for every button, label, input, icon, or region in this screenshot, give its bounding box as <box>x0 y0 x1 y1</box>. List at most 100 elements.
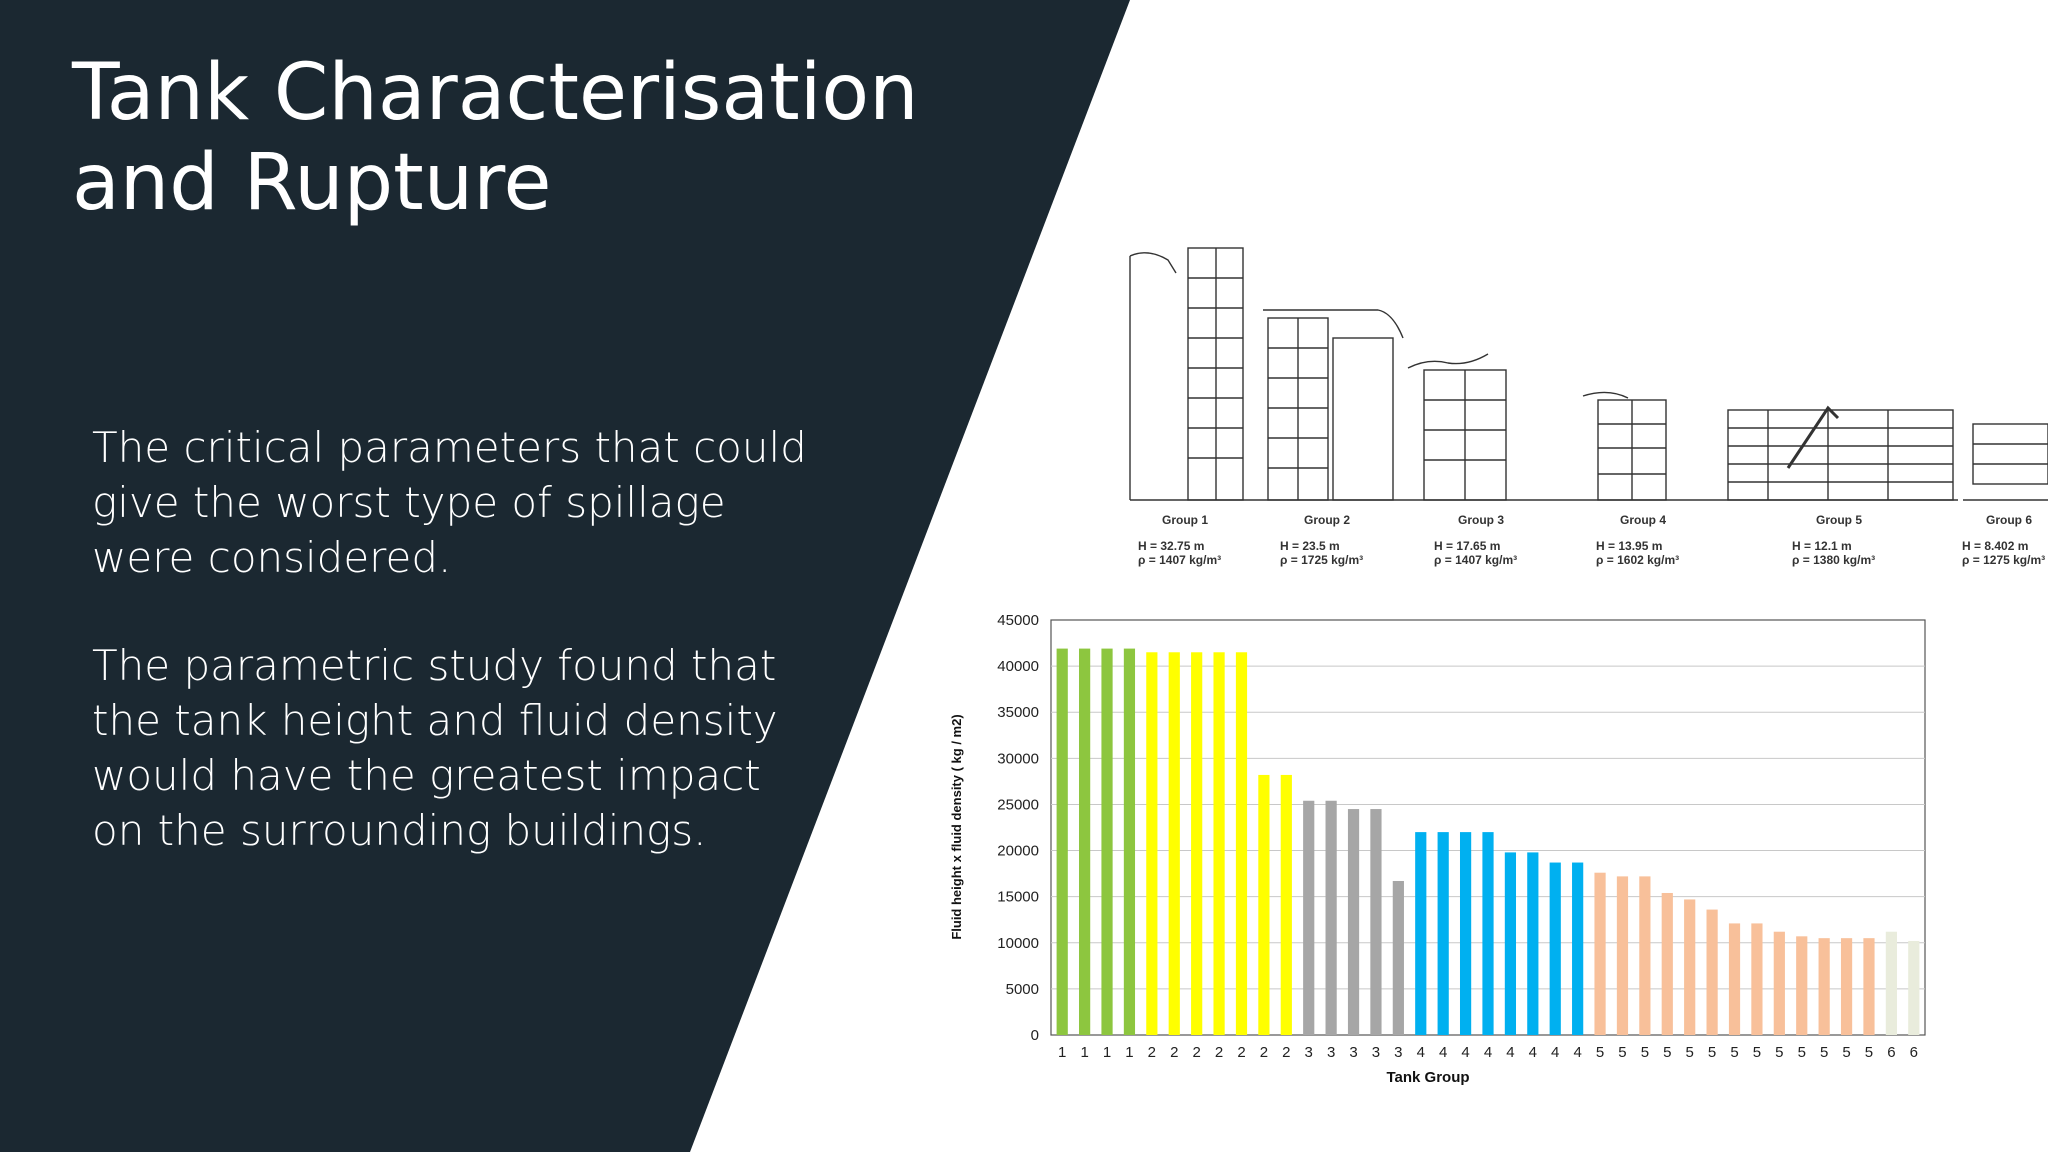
group-2-height: H = 23.5 m <box>1280 539 1340 553</box>
group-5-name: Group 5 <box>1816 513 1862 527</box>
group-1-density: ρ = 1407 kg/m³ <box>1138 553 1221 567</box>
x-tick-label: 3 <box>1327 1044 1335 1061</box>
bar-chart: 0 5000 10000 15000 20000 25000 30000 35000 40000… <box>949 612 1926 1086</box>
x-tick-label: 2 <box>1192 1044 1200 1061</box>
bar <box>1437 832 1449 1035</box>
slide-title-line-2: and Rupture <box>72 138 552 228</box>
tank-sketch-group-3 <box>1407 353 1578 501</box>
bar <box>1594 872 1606 1035</box>
x-tick-label: 5 <box>1641 1044 1649 1061</box>
x-tick-label: 5 <box>1596 1044 1604 1061</box>
group-4-name: Group 4 <box>1620 513 1666 527</box>
bar <box>1684 899 1696 1035</box>
x-tick-label: 2 <box>1170 1044 1178 1061</box>
bar <box>1146 652 1158 1035</box>
y-axis-title: Fluid height x fluid density ( kg / m2) <box>949 714 964 939</box>
bar <box>1773 931 1785 1035</box>
y-tick-label: 45000 <box>997 612 1039 629</box>
body-paragraph-1: The critical parameters that could give … <box>92 423 807 582</box>
bar <box>1863 938 1875 1035</box>
tank-sketch-group-2 <box>1258 309 1418 501</box>
group-labels: Group 1 H = 32.75 m ρ = 1407 kg/m³ Group… <box>1138 513 2045 567</box>
x-tick-label: 6 <box>1887 1044 1895 1061</box>
x-tick-label: 4 <box>1439 1044 1447 1061</box>
y-tick-label: 25000 <box>997 796 1039 813</box>
bar <box>1280 774 1292 1035</box>
y-tick-label: 0 <box>1031 1027 1039 1044</box>
bar <box>1168 652 1180 1035</box>
x-tick-label: 3 <box>1349 1044 1357 1061</box>
y-tick-label: 10000 <box>997 935 1039 952</box>
bar <box>1482 832 1494 1035</box>
x-tick-label: 5 <box>1730 1044 1738 1061</box>
group-4-height: H = 13.95 m <box>1596 539 1662 553</box>
x-tick-label: 2 <box>1237 1044 1245 1061</box>
dark-panel <box>0 0 1130 1152</box>
x-tick-label: 4 <box>1484 1044 1492 1061</box>
bar <box>1885 931 1897 1035</box>
bar <box>1549 862 1561 1035</box>
bar <box>1908 940 1920 1035</box>
bar <box>1235 652 1248 1035</box>
bar <box>1840 938 1853 1035</box>
group-3-density: ρ = 1407 kg/m³ <box>1434 553 1517 567</box>
x-tick-label: 5 <box>1753 1044 1761 1061</box>
group-4-density: ρ = 1602 kg/m³ <box>1596 553 1679 567</box>
tank-sketch-group-6 <box>1963 423 2048 501</box>
bar <box>1818 938 1830 1035</box>
tank-sketch-group-4 <box>1578 391 1718 501</box>
y-tick-label: 30000 <box>997 750 1039 767</box>
bar <box>1258 774 1270 1035</box>
x-tick-label: 4 <box>1573 1044 1581 1061</box>
x-tick-label: 3 <box>1305 1044 1313 1061</box>
group-3-height: H = 17.65 m <box>1434 539 1500 553</box>
x-tick-label: 2 <box>1215 1044 1223 1061</box>
bar <box>1392 880 1404 1035</box>
x-tick-label: 3 <box>1394 1044 1402 1061</box>
y-tick-label: 35000 <box>997 704 1039 721</box>
bar <box>1527 852 1539 1035</box>
group-1-height: H = 32.75 m <box>1138 539 1204 553</box>
x-tick-label: 5 <box>1686 1044 1694 1061</box>
group-3-name: Group 3 <box>1458 513 1504 527</box>
group-6-name: Group 6 <box>1986 513 2032 527</box>
bar <box>1751 923 1763 1035</box>
bar <box>1415 832 1427 1035</box>
x-tick-label: 1 <box>1058 1044 1066 1061</box>
bar <box>1639 876 1651 1035</box>
x-tick-label: 1 <box>1103 1044 1111 1061</box>
bar <box>1303 800 1315 1035</box>
group-6-height: H = 8.402 m <box>1962 539 2028 553</box>
x-tick-label: 1 <box>1080 1044 1088 1061</box>
bar <box>1706 909 1718 1035</box>
x-tick-label: 5 <box>1842 1044 1850 1061</box>
x-tick-label: 4 <box>1506 1044 1514 1061</box>
tank-groups-diagram: Group 1 H = 32.75 m ρ = 1407 kg/m³ Group… <box>1129 247 2048 567</box>
y-tick-label: 15000 <box>997 889 1039 906</box>
bar <box>1213 652 1225 1035</box>
x-tick-label: 5 <box>1798 1044 1806 1061</box>
bar <box>1079 648 1091 1035</box>
group-5-height: H = 12.1 m <box>1792 539 1852 553</box>
body-paragraph-2: The parametric study found that the tank… <box>92 641 778 855</box>
x-tick-label: 1 <box>1125 1044 1133 1061</box>
tank-sketches <box>1129 247 2048 501</box>
x-tick-label: 4 <box>1551 1044 1559 1061</box>
x-tick-label: 4 <box>1417 1044 1425 1061</box>
bar <box>1572 862 1584 1035</box>
group-1-name: Group 1 <box>1162 513 1208 527</box>
bar <box>1728 923 1741 1035</box>
x-tick-label: 3 <box>1372 1044 1380 1061</box>
x-tick-label: 2 <box>1260 1044 1268 1061</box>
bar <box>1347 809 1360 1035</box>
y-tick-label: 40000 <box>997 658 1039 675</box>
y-tick-label: 5000 <box>1006 981 1039 998</box>
group-2-name: Group 2 <box>1304 513 1350 527</box>
y-tick-labels: 0 5000 10000 15000 20000 25000 30000 35000 40000… <box>997 612 1039 1044</box>
x-tick-label: 2 <box>1148 1044 1156 1061</box>
x-tick-label: 5 <box>1820 1044 1828 1061</box>
tank-sketch-group-1 <box>1129 247 1258 501</box>
bar <box>1616 876 1629 1035</box>
bar <box>1101 648 1113 1035</box>
